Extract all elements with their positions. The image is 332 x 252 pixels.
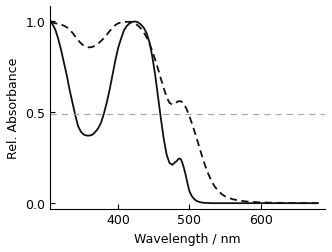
X-axis label: Wavelength / nm: Wavelength / nm <box>134 232 241 245</box>
Y-axis label: Rel. Absorbance: Rel. Absorbance <box>7 57 20 158</box>
